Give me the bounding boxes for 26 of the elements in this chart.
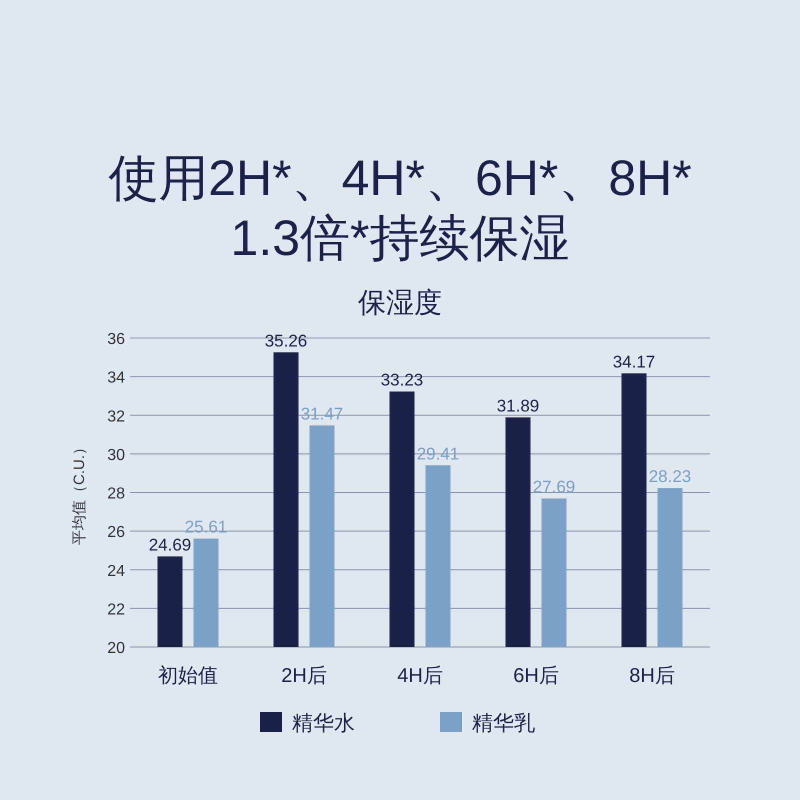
data-label: 28.23 bbox=[648, 467, 692, 486]
y-tick-label: 22 bbox=[107, 601, 126, 618]
y-tick-label: 30 bbox=[107, 446, 126, 464]
chart-title: 使用2H*、4H*、6H*、8H* 1.3倍*持续保湿 bbox=[108, 150, 692, 266]
chart-subtitle: 保湿度 bbox=[358, 287, 442, 318]
data-label: 27.69 bbox=[532, 477, 576, 496]
y-tick-label: 32 bbox=[107, 408, 126, 426]
x-tick-label: 初始值 bbox=[158, 665, 218, 687]
legend-label: 精华乳 bbox=[472, 712, 535, 735]
data-label: 35.26 bbox=[264, 331, 308, 350]
data-label: 31.89 bbox=[496, 396, 540, 416]
x-tick-label: 6H后 bbox=[513, 665, 559, 687]
y-tick-label: 28 bbox=[107, 486, 126, 502]
y-tick-label: 26 bbox=[107, 524, 126, 542]
y-tick-label: 24 bbox=[107, 562, 126, 580]
x-tick-label: 2H后 bbox=[281, 665, 327, 687]
y-tick-label: 20 bbox=[107, 640, 126, 657]
data-label: 33.23 bbox=[380, 370, 424, 390]
y-tick-label: 34 bbox=[107, 370, 126, 387]
x-tick-label: 8H后 bbox=[629, 665, 675, 687]
legend-label: 精华水 bbox=[292, 712, 355, 735]
y-axis-title: 平均值（C.U.） bbox=[71, 440, 88, 545]
x-tick-label: 4H后 bbox=[397, 665, 443, 687]
data-label: 34.17 bbox=[612, 352, 656, 372]
data-label: 24.69 bbox=[148, 535, 192, 554]
y-tick-label: 36 bbox=[107, 331, 126, 348]
